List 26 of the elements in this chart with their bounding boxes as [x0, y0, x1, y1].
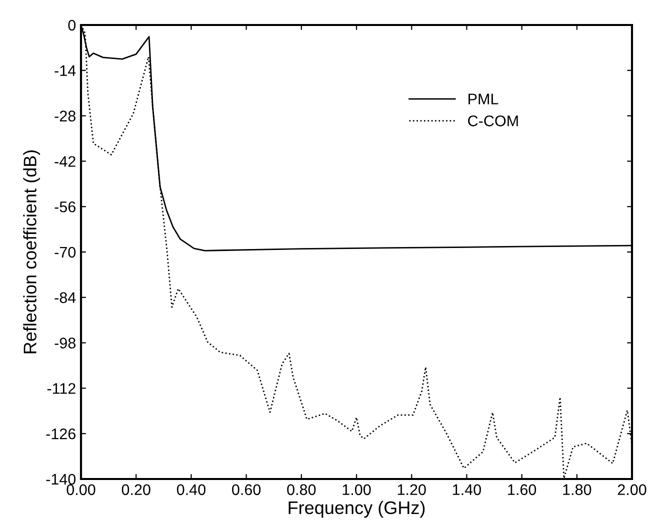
x-tick-label: 0.20: [122, 484, 150, 496]
y-tick-label: -140: [46, 474, 76, 485]
y-tick-label: -42: [54, 156, 76, 167]
x-tick-label: 1.20: [398, 484, 426, 496]
y-tick-label: -56: [54, 201, 76, 212]
x-tick-label: 1.60: [508, 484, 536, 496]
y-tick-label: -28: [54, 110, 76, 122]
y-tick-label: -14: [54, 65, 76, 76]
x-tick-label: 2.00: [618, 484, 646, 496]
x-tick-label: 0.60: [232, 484, 261, 496]
legend-label: C-COM: [468, 116, 518, 126]
x-tick-label: 0.00: [66, 484, 96, 496]
legend-label: PML: [468, 94, 498, 104]
x-tick-label: 1.00: [342, 484, 371, 496]
x-tick-label: 0.40: [176, 484, 206, 496]
y-tick-label: -84: [54, 292, 76, 304]
x-axis-title: Frequency (GHz): [288, 500, 425, 518]
y-tick-label: -98: [54, 338, 76, 348]
x-tick-label: 1.80: [563, 484, 592, 496]
y-tick-label: -112: [47, 383, 76, 394]
y-tick-label: -70: [54, 246, 76, 258]
x-tick-label: 0.80: [287, 484, 316, 496]
x-tick-label: 1.40: [453, 484, 481, 496]
y-tick-label: -126: [46, 428, 76, 440]
y-axis-title: Reflection coefficient (dB): [23, 150, 40, 354]
y-tick-label: 0: [68, 20, 76, 31]
